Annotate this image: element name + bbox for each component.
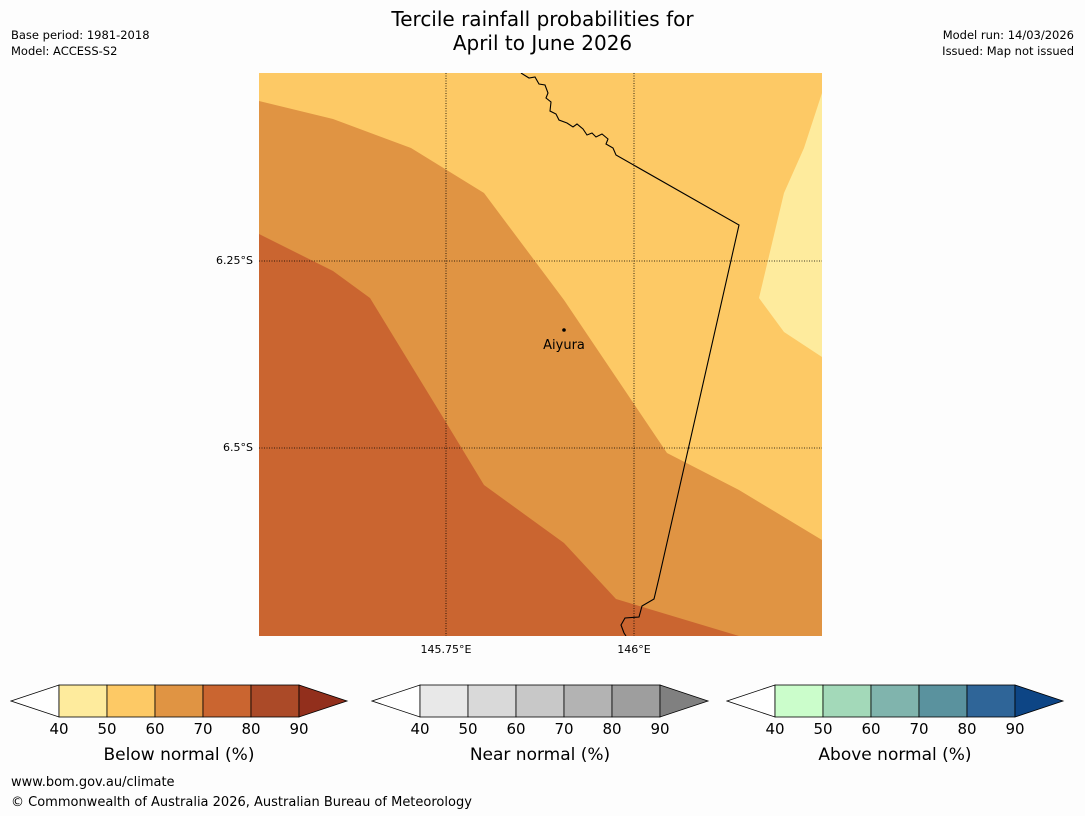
colorbar-below-extend-max xyxy=(298,684,349,718)
legend-near-tick: 60 xyxy=(506,720,526,738)
colorbar-near-extend-min xyxy=(371,684,421,718)
colorbar-near-bin-80-90 xyxy=(611,684,661,718)
colorbar-below-bin-60-70 xyxy=(154,684,204,718)
place-label-aiyura: Aiyura xyxy=(543,338,585,353)
lat-tick-6-25: 6.25°S xyxy=(216,254,253,267)
colorbar-near-bin-50-60 xyxy=(467,684,517,718)
colorbar-below-bin-40-50 xyxy=(58,684,108,718)
colorbar-above-normal xyxy=(726,684,1065,718)
zone-below-70-80 xyxy=(259,234,739,636)
colorbar-below-bin-70-80 xyxy=(202,684,252,718)
legend-near-tick: 90 xyxy=(650,720,670,738)
title-line-2: April to June 2026 xyxy=(452,31,633,55)
legend-near-label: Near normal (%) xyxy=(469,745,611,765)
lat-tick-6-5: 6.5°S xyxy=(223,441,253,454)
legend-near-tick: 80 xyxy=(602,720,622,738)
legend-above-tick: 60 xyxy=(861,720,881,738)
legend-near-normal: 40 50 60 70 80 90 Near normal (%) xyxy=(371,684,711,765)
probability-map xyxy=(259,73,822,636)
legend-below-tick: 70 xyxy=(193,720,213,738)
border-line xyxy=(520,73,740,636)
model-run: Model run: 14/03/2026 xyxy=(942,28,1074,42)
model-name: Model: ACCESS-S2 xyxy=(11,44,118,58)
colorbar-below-normal xyxy=(10,684,349,718)
lon-tick-145-75: 145.75°E xyxy=(420,643,472,656)
legend-above-tick: 90 xyxy=(1005,720,1025,738)
legend-below-label: Below normal (%) xyxy=(103,745,255,765)
legend-near-tick: 50 xyxy=(458,720,478,738)
colorbar-near-normal xyxy=(371,684,710,718)
colorbar-below-extend-min xyxy=(10,684,60,718)
aiyura-marker xyxy=(562,328,566,332)
legend-above-normal: 40 50 60 70 80 90 Above normal (%) xyxy=(726,684,1066,765)
legend-above-tick: 40 xyxy=(765,720,785,738)
legend-above-tick: 70 xyxy=(909,720,929,738)
colorbar-near-bin-40-50 xyxy=(419,684,469,718)
footer-url[interactable]: www.bom.gov.au/climate xyxy=(11,775,175,790)
colorbar-near-bin-60-70 xyxy=(515,684,565,718)
legend-near-tick: 40 xyxy=(410,720,430,738)
legend-above-label: Above normal (%) xyxy=(818,745,972,765)
colorbar-below-bin-80-90 xyxy=(250,684,300,718)
lon-tick-146: 146°E xyxy=(617,643,651,656)
legend-below-tick: 80 xyxy=(241,720,261,738)
run-info-left: Base period: 1981-2018 Model: ACCESS-S2 xyxy=(11,27,150,59)
colorbar-above-bin-70-80 xyxy=(918,684,968,718)
legend-above-tick: 50 xyxy=(813,720,833,738)
legend-below-tick: 60 xyxy=(145,720,165,738)
colorbar-above-bin-60-70 xyxy=(870,684,920,718)
legend-below-tick: 90 xyxy=(289,720,309,738)
map-title: Tercile rainfall probabilities for April… xyxy=(0,7,1085,55)
colorbar-above-bin-50-60 xyxy=(822,684,872,718)
colorbar-above-bin-80-90 xyxy=(966,684,1016,718)
issued-status: Issued: Map not issued xyxy=(942,44,1074,58)
legend-below-tick: 50 xyxy=(97,720,117,738)
colorbar-near-bin-70-80 xyxy=(563,684,613,718)
legend-above-tick: 80 xyxy=(957,720,977,738)
legend-near-tick: 70 xyxy=(554,720,574,738)
colorbar-near-extend-max xyxy=(659,684,710,718)
title-line-1: Tercile rainfall probabilities for xyxy=(391,7,694,31)
run-info-right: Model run: 14/03/2026 Issued: Map not is… xyxy=(942,27,1074,59)
footer-copyright: © Commonwealth of Australia 2026, Austra… xyxy=(11,795,472,810)
legend-below-tick: 40 xyxy=(49,720,69,738)
legend-below-normal: 40 50 60 70 80 90 Below normal (%) xyxy=(10,684,350,765)
base-period: Base period: 1981-2018 xyxy=(11,28,150,42)
colorbar-above-extend-min xyxy=(726,684,776,718)
colorbar-above-bin-40-50 xyxy=(774,684,824,718)
colorbar-below-bin-50-60 xyxy=(106,684,156,718)
zone-below-40-50 xyxy=(759,93,822,357)
colorbar-above-extend-max xyxy=(1014,684,1065,718)
